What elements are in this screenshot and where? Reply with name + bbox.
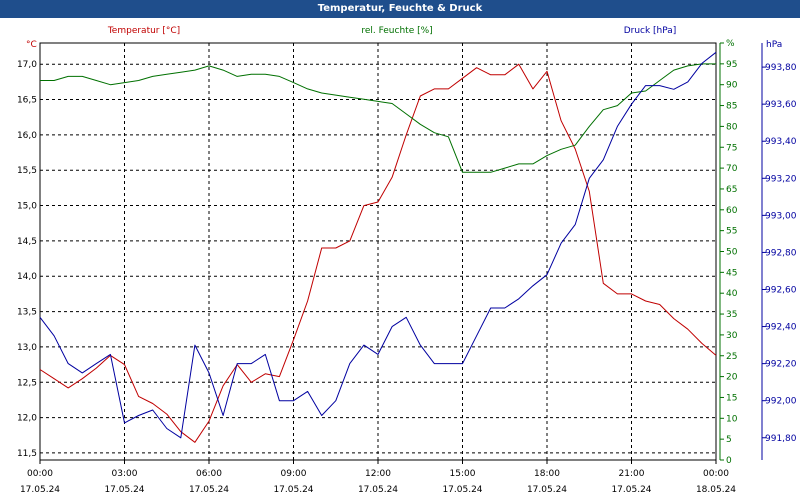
x-tick-date: 17.05.24: [20, 485, 60, 495]
pressure-tick-label: 993,20: [765, 174, 797, 184]
temperature-series-line: [39, 63, 717, 443]
humidity-tick-label: 40: [726, 289, 738, 299]
humidity-tick-label: 65: [726, 185, 737, 195]
humidity-tick-label: 30: [726, 331, 738, 341]
humidity-tick-label: 0: [726, 456, 732, 466]
x-tick-time: 03:00: [112, 469, 138, 479]
temperature-tick-label: 15,5: [17, 166, 37, 176]
pressure-tick-label: 992,40: [765, 323, 797, 333]
pressure-tick-label: 993,40: [765, 137, 797, 147]
x-tick-date: 17.05.24: [189, 485, 229, 495]
x-tick-time: 09:00: [281, 469, 307, 479]
temperature-tick-label: 16,5: [17, 96, 37, 106]
x-tick-time: 06:00: [196, 469, 222, 479]
temperature-tick-label: 14,0: [17, 272, 37, 282]
humidity-tick-label: 50: [726, 248, 738, 258]
humidity-tick-label: 80: [726, 122, 738, 132]
x-tick-date: 17.05.24: [442, 485, 482, 495]
humidity-tick-label: 25: [726, 352, 737, 362]
x-tick-date: 17.05.24: [104, 485, 144, 495]
temperature-tick-label: 12,0: [17, 414, 37, 424]
temperature-tick-label: 15,0: [17, 202, 37, 212]
temperature-tick-label: 17,0: [17, 60, 37, 70]
pressure-tick-label: 992,80: [765, 248, 797, 258]
x-tick-time: 18:00: [534, 469, 560, 479]
temperature-tick-label: 13,5: [17, 308, 37, 318]
humidity-tick-label: 15: [726, 393, 737, 403]
x-tick-time: 21:00: [619, 469, 645, 479]
temperature-axis-unit: °C: [26, 40, 37, 50]
humidity-tick-label: 35: [726, 310, 737, 320]
humidity-tick-label: 95: [726, 60, 737, 70]
humidity-tick-label: %: [726, 39, 735, 49]
humidity-series-line: [40, 63, 716, 173]
chart-area: 00:00 17.05.24 03:00 17.05.24 06:00 17.05.24 0…: [17, 26, 797, 495]
humidity-tick-label: 45: [726, 268, 737, 278]
pressure-tick-label: 991,80: [765, 434, 797, 444]
pressure-tick-label: 992,60: [765, 285, 797, 295]
x-tick-time: 15:00: [450, 469, 476, 479]
humidity-tick-label: 90: [726, 81, 738, 91]
humidity-axis-title: rel. Feuchte [%]: [361, 26, 432, 36]
x-tick-time: 12:00: [365, 469, 391, 479]
x-tick-date: 17.05.24: [358, 485, 398, 495]
x-tick-date: 17.05.24: [273, 485, 313, 495]
temperature-tick-label: 16,0: [17, 131, 37, 141]
pressure-series-line: [39, 51, 717, 439]
humidity-tick-label: 85: [726, 102, 737, 112]
temperature-tick-label: 11,5: [17, 449, 37, 459]
humidity-tick-label: 20: [726, 373, 738, 383]
humidity-tick-label: 70: [726, 164, 738, 174]
temperature-tick-label: 12,5: [17, 378, 37, 388]
x-tick-date: 17.05.24: [527, 485, 567, 495]
x-tick-time: 00:00: [703, 469, 729, 479]
pressure-axis-unit: hPa: [766, 40, 782, 50]
humidity-tick-label: 10: [726, 414, 738, 424]
humidity-tick-label: 60: [726, 206, 738, 216]
pressure-tick-label: 993,60: [765, 100, 797, 110]
temperature-tick-label: 14,5: [17, 237, 37, 247]
pressure-axis-title: Druck [hPa]: [624, 26, 677, 36]
pressure-tick-label: 993,00: [765, 211, 797, 221]
x-tick-date: 17.05.24: [611, 485, 651, 495]
pressure-tick-label: 992,20: [765, 360, 797, 370]
plot-frame: [39, 42, 717, 461]
temperature-axis-title: Temperatur [°C]: [107, 26, 180, 36]
humidity-tick-label: 5: [726, 435, 732, 445]
pressure-tick-label: 992,00: [765, 397, 797, 407]
humidity-tick-label: 75: [726, 143, 737, 153]
pressure-tick-label: 993,80: [765, 63, 797, 73]
humidity-tick-label: 55: [726, 227, 737, 237]
temperature-tick-label: 13,0: [17, 343, 37, 353]
x-tick-date: 18.05.24: [696, 485, 736, 495]
x-tick-time: 00:00: [27, 469, 53, 479]
chart-title: Temperatur, Feuchte & Druck: [0, 0, 800, 18]
